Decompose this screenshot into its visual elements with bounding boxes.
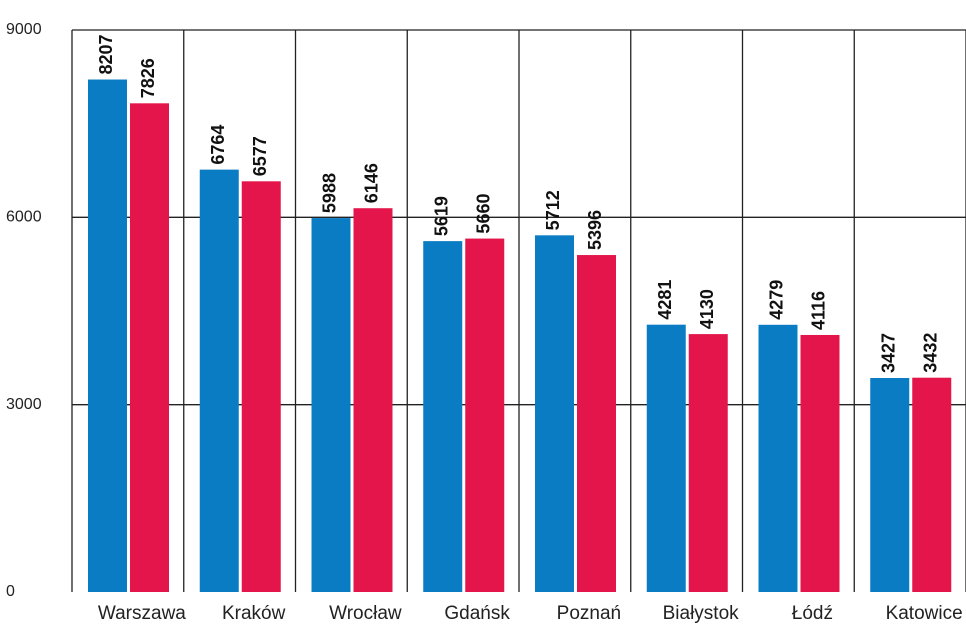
- x-tick-label: Kraków: [222, 603, 286, 624]
- x-tick-label: Katowice: [886, 603, 963, 624]
- bar: [353, 208, 393, 593]
- bar: [535, 235, 574, 593]
- value-label: 7826: [138, 58, 158, 98]
- x-tick-label: Warszawa: [98, 603, 186, 624]
- value-label: 4130: [697, 289, 717, 329]
- bar: [241, 181, 281, 592]
- bar: [577, 255, 616, 592]
- value-label: 5619: [432, 196, 452, 236]
- y-tick-label: 6000: [6, 209, 42, 226]
- bar: [912, 377, 952, 592]
- y-tick-label: 0: [6, 583, 15, 600]
- x-tick-label: Gdańsk: [444, 603, 510, 624]
- bar: [646, 324, 686, 592]
- bar: [199, 169, 239, 592]
- x-tick-label: Wrocław: [329, 603, 402, 624]
- value-label: 4281: [655, 280, 675, 320]
- bar: [870, 378, 910, 592]
- bar: [423, 241, 463, 592]
- bar: [311, 218, 351, 592]
- value-label: 6146: [362, 163, 382, 203]
- bar: [88, 79, 127, 593]
- bar: [130, 103, 169, 592]
- value-label: 6577: [250, 136, 270, 176]
- bar: [800, 334, 840, 592]
- value-label: 4116: [809, 291, 829, 330]
- bar: [465, 238, 505, 592]
- x-tick-label: Łódź: [792, 603, 833, 624]
- value-label: 3432: [921, 333, 941, 373]
- bar: [688, 334, 728, 592]
- y-tick-label: 9000: [6, 21, 42, 38]
- y-tick-label: 3000: [6, 396, 42, 413]
- value-label: 5988: [320, 173, 340, 213]
- value-label: 5396: [585, 210, 605, 250]
- value-label: 6764: [208, 125, 228, 165]
- value-label: 5712: [543, 190, 563, 230]
- value-label: 3427: [879, 333, 899, 373]
- x-tick-label: Białystok: [663, 603, 740, 624]
- value-label: 8207: [96, 34, 116, 74]
- value-label: 4279: [767, 280, 787, 320]
- value-label: 5660: [474, 194, 494, 234]
- bar: [758, 324, 798, 592]
- x-tick-label: Poznań: [557, 603, 621, 624]
